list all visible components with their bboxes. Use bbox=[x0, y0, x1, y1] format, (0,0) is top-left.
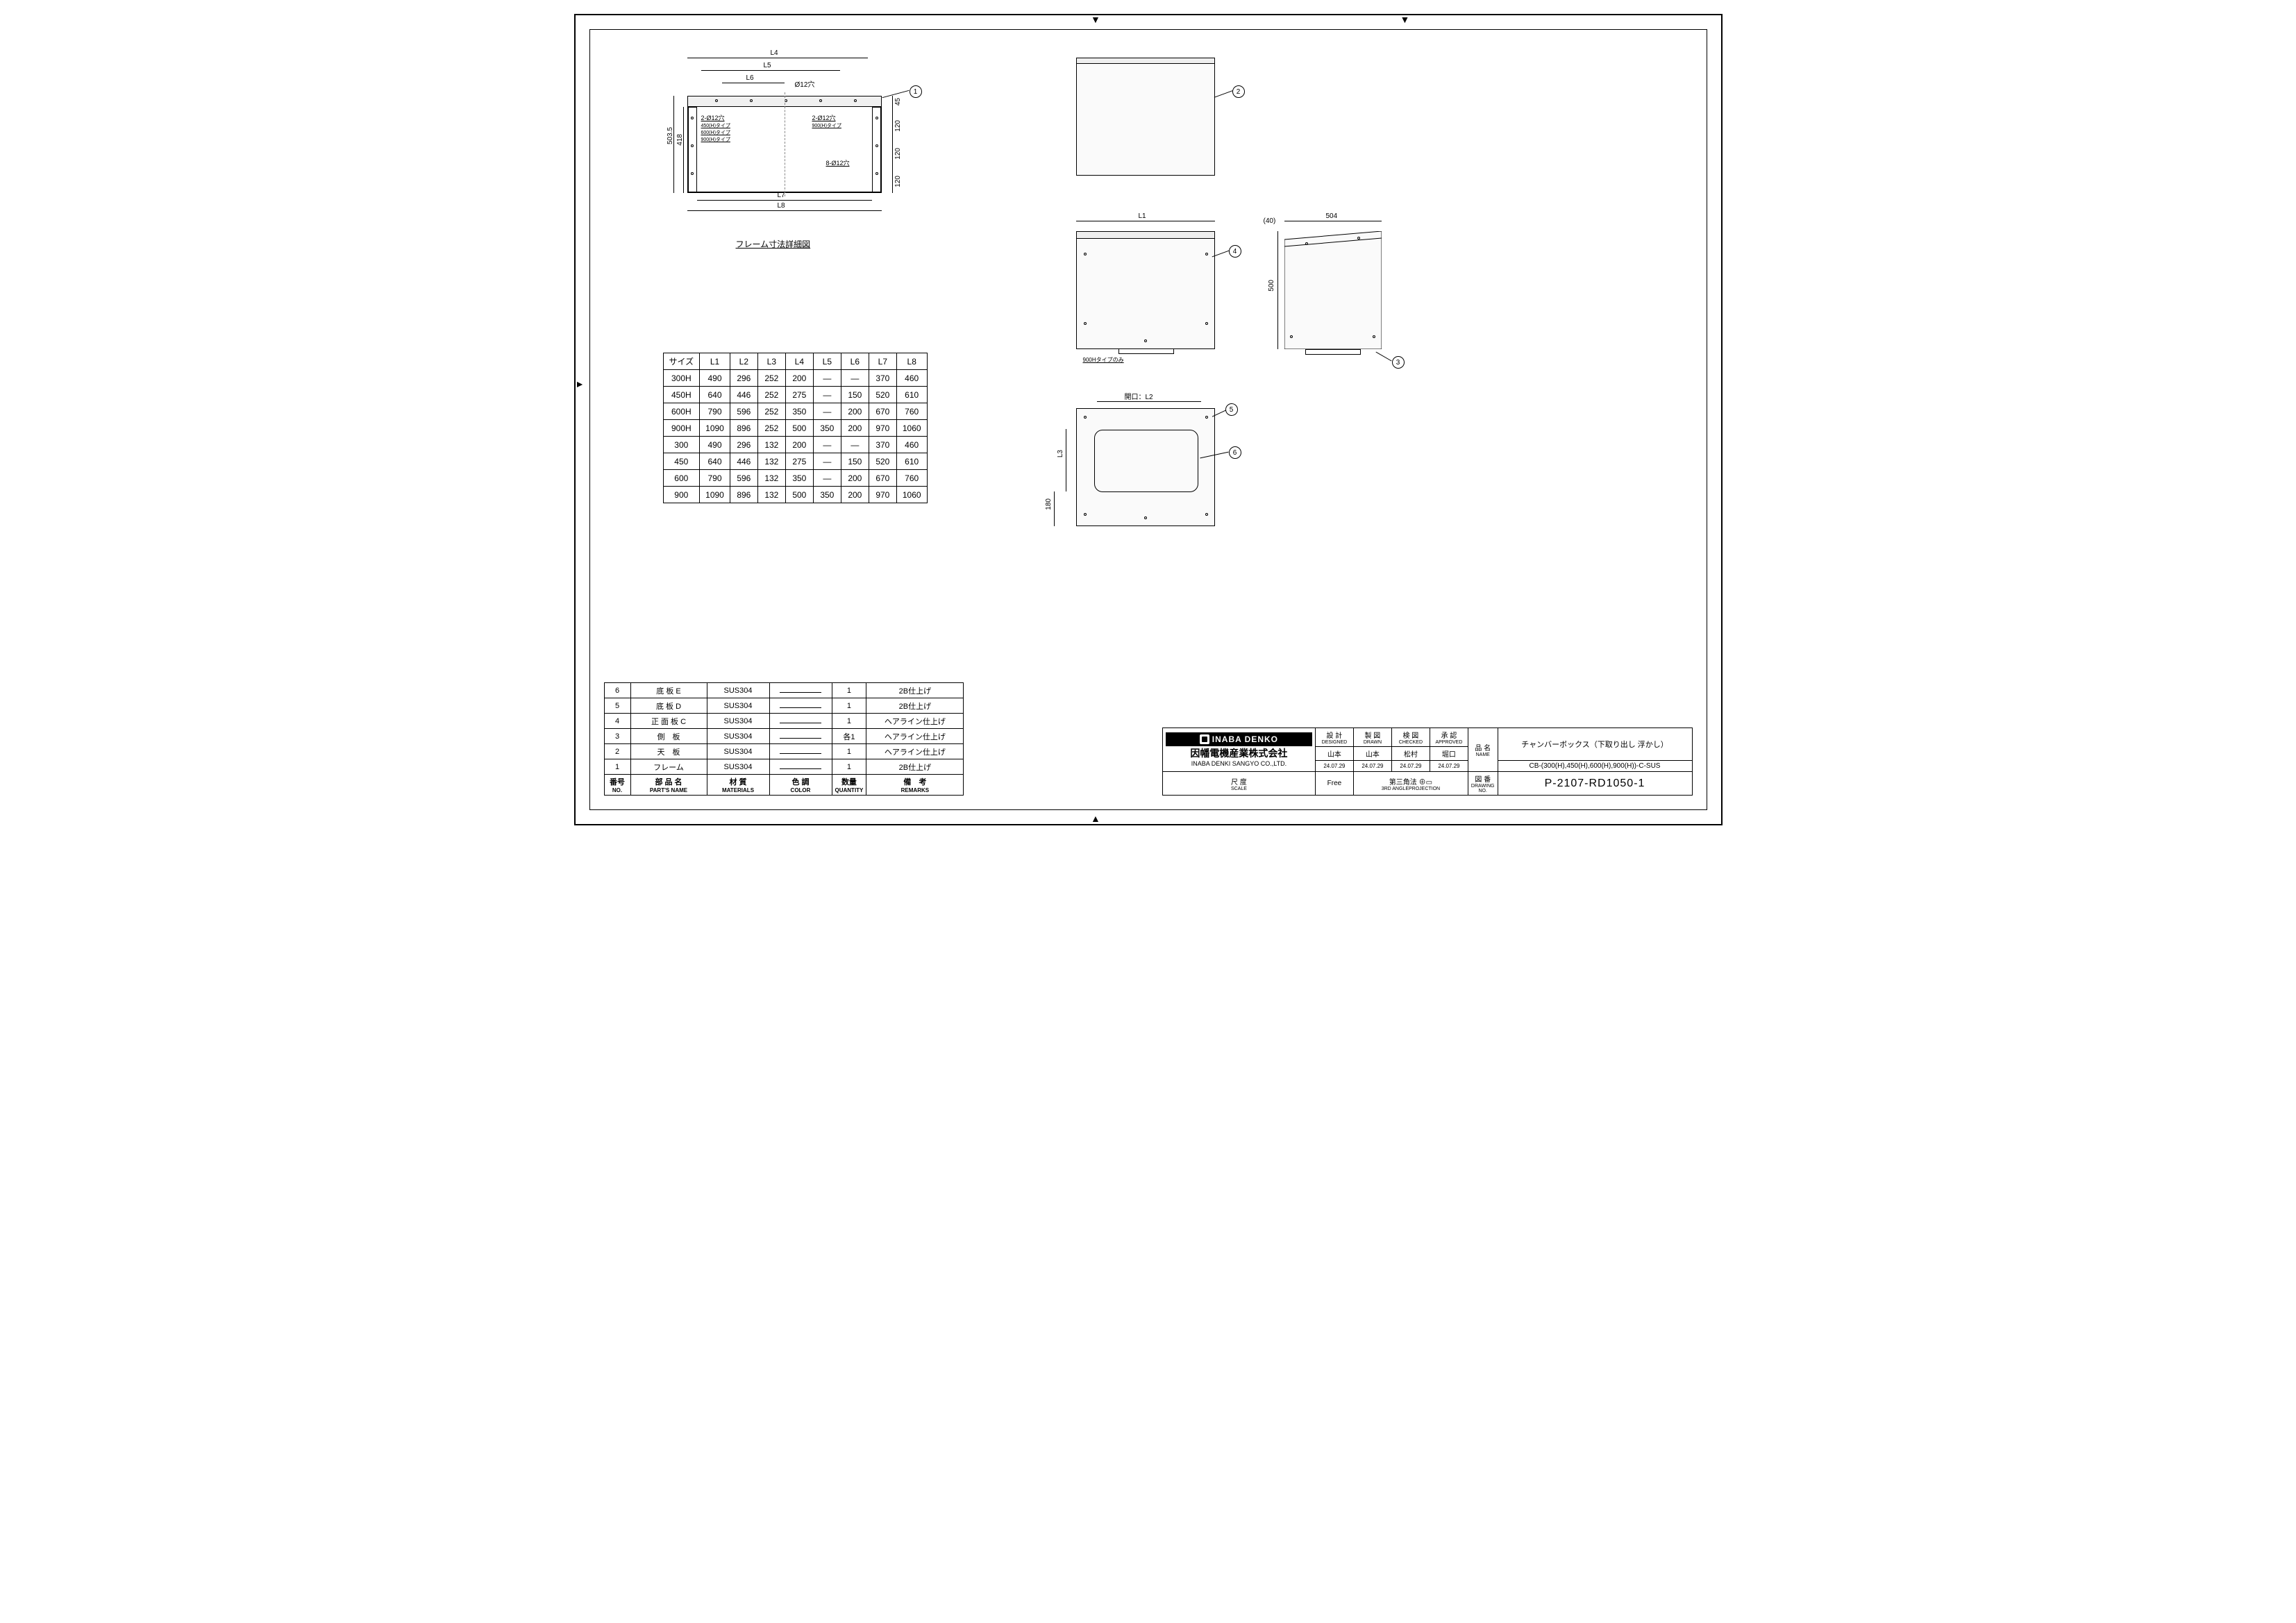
opening-label: 開口：L2 bbox=[1125, 391, 1153, 401]
drawn-date: 24.07.29 bbox=[1353, 761, 1391, 772]
parts-header-rem: 備 考REMARKS bbox=[866, 775, 964, 796]
annot-2phi12-left: 2-Ø12穴 450(H)タイプ 600(H)タイプ 900(H)タイプ bbox=[701, 113, 730, 143]
fold-marker: ▼ bbox=[1400, 14, 1410, 25]
table-row: 4正 面 板 CSUS3041ヘアライン仕上げ bbox=[604, 714, 964, 729]
dim-45: 45 bbox=[894, 98, 902, 106]
balloon-3: 3 bbox=[1392, 356, 1405, 369]
dim-L1: L1 bbox=[1139, 212, 1146, 220]
drawn-by: 山本 bbox=[1353, 747, 1391, 761]
table-row: 2天 板SUS3041ヘアライン仕上げ bbox=[604, 744, 964, 759]
balloon-2: 2 bbox=[1232, 85, 1245, 98]
size-header: L7 bbox=[869, 353, 896, 370]
view-side-panel bbox=[1284, 231, 1382, 349]
model-number: CB-(300(H),450(H),600(H),900(H))-C-SUS bbox=[1498, 761, 1692, 772]
table-row: 600H790596252350—200670760 bbox=[663, 403, 927, 420]
balloon-1: 1 bbox=[910, 85, 922, 98]
drawing-sheet: ▼ ▼ ▼ ▼ L4 L5 L6 Ø12穴 bbox=[574, 14, 1723, 825]
company-name-jp: 因幡電機産業株式会社 bbox=[1166, 746, 1312, 760]
view-bottom-outer bbox=[1076, 408, 1215, 526]
balloon-4: 4 bbox=[1229, 245, 1241, 258]
fold-marker: ▼ bbox=[573, 380, 584, 389]
parts-header-color: 色 調COLOR bbox=[769, 775, 832, 796]
dim-504: 504 bbox=[1326, 212, 1338, 220]
fold-marker: ▼ bbox=[1091, 814, 1100, 825]
table-row: 300H490296252200——370460 bbox=[663, 370, 927, 387]
dim-L7: L7 bbox=[778, 192, 785, 199]
parts-header-qty: 数量QUANTITY bbox=[832, 775, 866, 796]
product-name: チャンバーボックス（下取り出し 浮かし） bbox=[1498, 728, 1692, 761]
note-900h: 900Hタイプのみ bbox=[1083, 356, 1124, 364]
annot-8phi12: 8-Ø12穴 bbox=[826, 158, 850, 167]
designed-by: 山本 bbox=[1315, 747, 1353, 761]
approved-date: 24.07.29 bbox=[1430, 761, 1468, 772]
approved-by: 堀口 bbox=[1430, 747, 1468, 761]
company-logo: INABA DENKO bbox=[1166, 732, 1312, 747]
size-header: L4 bbox=[785, 353, 813, 370]
size-header: L8 bbox=[896, 353, 927, 370]
view-top-panel bbox=[1076, 58, 1215, 176]
size-header: サイズ bbox=[663, 353, 700, 370]
parts-header-mat: 材 質MATERIALS bbox=[707, 775, 769, 796]
drawing-number: P-2107-RD1050-1 bbox=[1498, 772, 1692, 796]
table-row: 6底 板 ESUS30412B仕上げ bbox=[604, 683, 964, 698]
fold-marker: ▼ bbox=[1091, 14, 1100, 25]
company-name-en: INABA DENKI SANGYO CO.,LTD. bbox=[1166, 760, 1312, 767]
parts-header-name: 部 品 名PART'S NAME bbox=[630, 775, 707, 796]
checked-by: 松村 bbox=[1391, 747, 1430, 761]
parts-header-no: 番号NO. bbox=[604, 775, 630, 796]
view-front-panel bbox=[1076, 231, 1215, 349]
table-row: 3側 板SUS304各1ヘアライン仕上げ bbox=[604, 729, 964, 744]
size-header: L5 bbox=[813, 353, 841, 370]
inner-frame: L4 L5 L6 Ø12穴 bbox=[589, 29, 1707, 810]
dim-L4: L4 bbox=[771, 49, 778, 57]
size-header: L2 bbox=[730, 353, 757, 370]
table-row: 5底 板 DSUS30412B仕上げ bbox=[604, 698, 964, 714]
dim-120a: 120 bbox=[894, 120, 902, 132]
table-row: 450640446132275—150520610 bbox=[663, 453, 927, 470]
table-row: 1フレームSUS30412B仕上げ bbox=[604, 759, 964, 775]
dim-L8: L8 bbox=[778, 202, 785, 210]
balloon-5: 5 bbox=[1225, 403, 1238, 416]
dim-120b: 120 bbox=[894, 148, 902, 160]
table-row: 900H10908962525003502009701060 bbox=[663, 420, 927, 437]
parts-list: 6底 板 ESUS30412B仕上げ5底 板 DSUS30412B仕上げ4正 面… bbox=[604, 682, 964, 796]
table-row: 600790596132350—200670760 bbox=[663, 470, 927, 487]
dim-120c: 120 bbox=[894, 176, 902, 187]
table-row: 450H640446252275—150520610 bbox=[663, 387, 927, 403]
frame-caption: フレーム寸法詳細図 bbox=[736, 238, 811, 250]
table-row: 90010908961325003502009701060 bbox=[663, 487, 927, 503]
dim-L5: L5 bbox=[764, 62, 771, 69]
dim-500: 500 bbox=[1268, 280, 1275, 292]
size-table: サイズL1L2L3L4L5L6L7L8 300H490296252200——37… bbox=[663, 353, 928, 503]
size-header: L6 bbox=[841, 353, 869, 370]
frame-detail-view: L4 L5 L6 Ø12穴 bbox=[660, 58, 910, 210]
balloon-6: 6 bbox=[1229, 446, 1241, 459]
size-header: L1 bbox=[700, 353, 730, 370]
annot-2phi12-right: 2-Ø12穴 900(H)タイプ bbox=[812, 113, 841, 129]
table-row: 300490296132200——370460 bbox=[663, 437, 927, 453]
title-block: INABA DENKO 因幡電機産業株式会社 INABA DENKI SANGY… bbox=[1162, 728, 1693, 796]
dim-phi12: Ø12穴 bbox=[795, 78, 815, 89]
dim-40: (40) bbox=[1264, 217, 1276, 225]
dim-L3: L3 bbox=[1057, 450, 1064, 457]
checked-date: 24.07.29 bbox=[1391, 761, 1430, 772]
dim-L6: L6 bbox=[746, 74, 754, 82]
dim-180: 180 bbox=[1045, 498, 1053, 510]
size-header: L3 bbox=[757, 353, 785, 370]
scale-value: Free bbox=[1315, 772, 1353, 796]
designed-date: 24.07.29 bbox=[1315, 761, 1353, 772]
